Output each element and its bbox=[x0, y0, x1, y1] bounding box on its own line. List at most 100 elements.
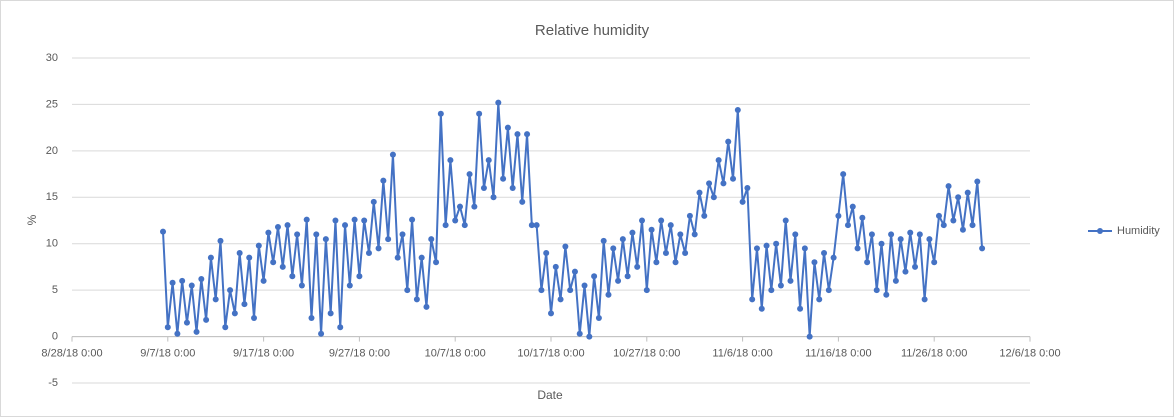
data-point bbox=[974, 178, 981, 185]
data-point bbox=[504, 124, 511, 131]
data-point bbox=[701, 212, 708, 219]
data-point bbox=[231, 310, 238, 317]
data-point bbox=[868, 231, 875, 238]
data-point bbox=[303, 216, 310, 223]
data-point bbox=[969, 222, 976, 229]
data-point bbox=[912, 263, 919, 270]
data-point bbox=[394, 254, 401, 261]
data-point bbox=[255, 242, 262, 249]
legend-marker bbox=[1097, 228, 1103, 234]
data-point bbox=[600, 237, 607, 244]
x-tick-label: 11/6/18 0:00 bbox=[712, 347, 772, 359]
data-point bbox=[567, 287, 574, 294]
data-point bbox=[404, 287, 411, 294]
data-point bbox=[935, 212, 942, 219]
data-point bbox=[682, 250, 689, 256]
data-point bbox=[322, 236, 329, 243]
data-point bbox=[308, 315, 315, 321]
data-point bbox=[667, 222, 674, 229]
data-point bbox=[801, 245, 808, 252]
data-point bbox=[739, 198, 746, 205]
data-point bbox=[677, 231, 684, 238]
y-axis-title: % bbox=[25, 214, 39, 225]
x-tick-label: 10/17/18 0:00 bbox=[517, 347, 584, 359]
data-point bbox=[773, 240, 780, 247]
data-point bbox=[423, 303, 430, 310]
data-point bbox=[246, 254, 253, 261]
data-point bbox=[313, 231, 320, 238]
data-point bbox=[835, 212, 842, 219]
data-point bbox=[260, 277, 267, 284]
data-point bbox=[849, 203, 856, 210]
data-point bbox=[730, 175, 737, 182]
data-point bbox=[806, 333, 813, 340]
data-point bbox=[955, 194, 962, 201]
data-point bbox=[615, 277, 622, 284]
data-point bbox=[183, 319, 190, 326]
data-point bbox=[365, 250, 372, 256]
data-point bbox=[658, 217, 665, 224]
data-point bbox=[318, 330, 325, 337]
data-point bbox=[624, 273, 631, 280]
data-point bbox=[830, 254, 837, 261]
x-tick-label: 9/17/18 0:00 bbox=[233, 347, 294, 359]
chart-title: Relative humidity bbox=[535, 22, 650, 39]
data-point bbox=[370, 198, 377, 205]
x-tick-label: 10/7/18 0:00 bbox=[425, 347, 486, 359]
data-point bbox=[442, 222, 449, 229]
data-point bbox=[174, 330, 181, 337]
data-point bbox=[533, 222, 540, 229]
data-point bbox=[447, 157, 454, 164]
data-point bbox=[902, 268, 909, 275]
data-point bbox=[696, 189, 703, 196]
data-point bbox=[940, 222, 947, 229]
data-point bbox=[375, 245, 382, 252]
x-tick-label: 11/16/18 0:00 bbox=[805, 347, 871, 359]
data-point bbox=[337, 324, 344, 331]
data-point bbox=[725, 138, 732, 145]
data-point bbox=[519, 198, 526, 205]
data-point bbox=[399, 231, 406, 238]
data-point bbox=[792, 231, 799, 238]
data-point bbox=[844, 222, 851, 229]
data-point bbox=[964, 189, 971, 196]
data-point bbox=[265, 229, 272, 236]
x-tick-label: 11/26/18 0:00 bbox=[901, 347, 967, 359]
data-point bbox=[571, 268, 578, 275]
data-point bbox=[351, 216, 358, 223]
data-point bbox=[873, 287, 880, 294]
data-point bbox=[672, 259, 679, 266]
data-point bbox=[825, 287, 832, 294]
data-point bbox=[198, 276, 205, 282]
data-point bbox=[782, 217, 789, 224]
data-point bbox=[595, 315, 602, 321]
data-point bbox=[653, 259, 660, 266]
data-point bbox=[758, 305, 765, 312]
data-point bbox=[777, 282, 784, 289]
data-point bbox=[591, 273, 598, 280]
data-point bbox=[509, 185, 516, 191]
data-point bbox=[907, 229, 914, 236]
y-tick-label: 10 bbox=[46, 238, 58, 250]
data-point bbox=[428, 236, 435, 243]
data-point bbox=[744, 185, 751, 191]
data-point bbox=[294, 231, 301, 238]
data-point bbox=[797, 305, 804, 312]
y-tick-label: 30 bbox=[46, 52, 58, 64]
y-tick-label: 15 bbox=[46, 191, 58, 203]
data-point bbox=[332, 217, 339, 224]
data-point bbox=[548, 310, 554, 317]
data-point bbox=[557, 296, 564, 303]
y-tick-label: 0 bbox=[52, 330, 58, 342]
data-point bbox=[897, 236, 904, 243]
data-point bbox=[514, 131, 521, 138]
data-point bbox=[528, 222, 535, 229]
data-point bbox=[763, 242, 770, 249]
data-point bbox=[686, 212, 693, 219]
data-point bbox=[821, 250, 828, 256]
data-point bbox=[524, 131, 531, 138]
data-point bbox=[605, 291, 612, 298]
x-tick-label: 12/6/18 0:00 bbox=[999, 347, 1060, 359]
data-point bbox=[241, 301, 248, 308]
data-point bbox=[389, 151, 396, 158]
